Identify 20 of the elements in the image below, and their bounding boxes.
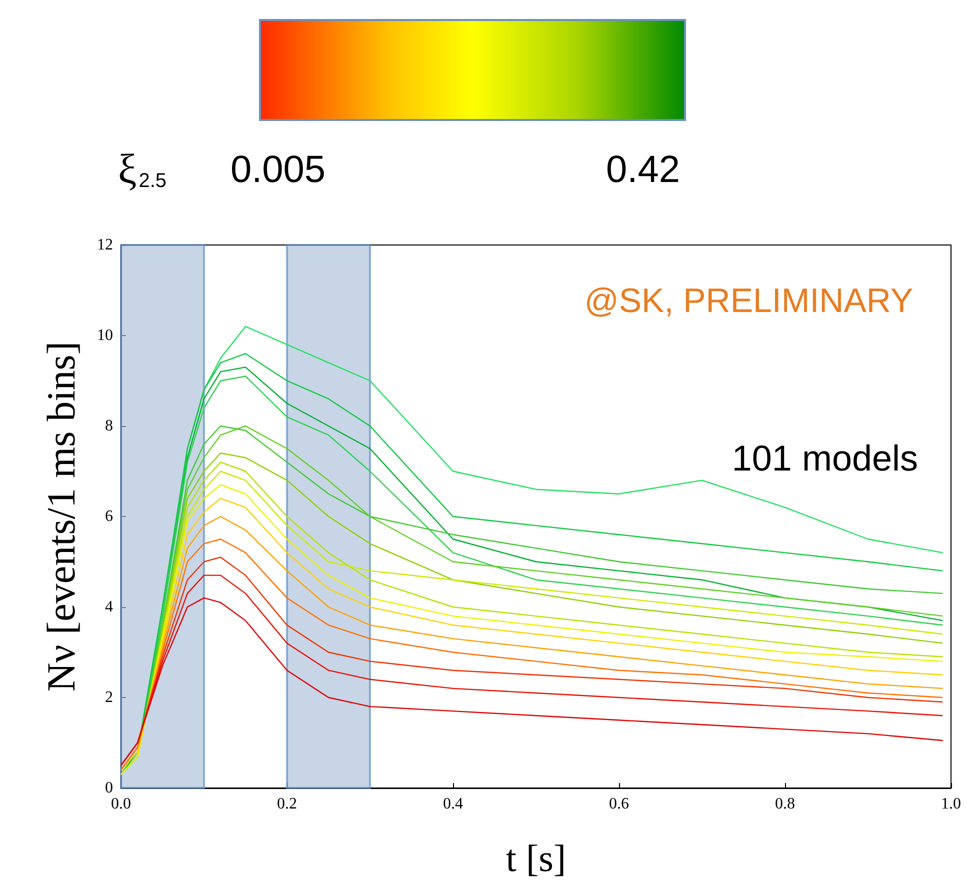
x-tick-label: 0.6 <box>609 796 629 812</box>
x-axis-title: t [s] <box>506 838 566 880</box>
x-tick-label: 0.2 <box>277 796 297 812</box>
x-tick-label: 1.0 <box>941 796 961 812</box>
y-tick-label: 12 <box>97 236 113 254</box>
color-bar-label: 0.005 <box>230 149 326 191</box>
color-bar-title: ξ2.5 <box>118 147 167 193</box>
y-tick-label: 2 <box>105 689 113 706</box>
y-axis-title: Nν [events/1 ms bins] <box>38 341 84 692</box>
color-bar-label: 0.42 <box>606 149 680 191</box>
y-tick-label: 8 <box>105 418 113 434</box>
y-tick-label: 6 <box>105 508 113 525</box>
annotation: @SK, PRELIMINARY <box>584 282 914 320</box>
y-tick-label: 10 <box>97 327 113 344</box>
y-tick-label: 0 <box>105 780 113 796</box>
x-tick-label: 0.8 <box>775 796 795 812</box>
annotation: 101 models <box>732 438 918 478</box>
x-tick-label: 0.4 <box>443 796 463 812</box>
x-tick-label: 0.0 <box>111 796 131 812</box>
y-tick-label: 4 <box>105 598 113 616</box>
